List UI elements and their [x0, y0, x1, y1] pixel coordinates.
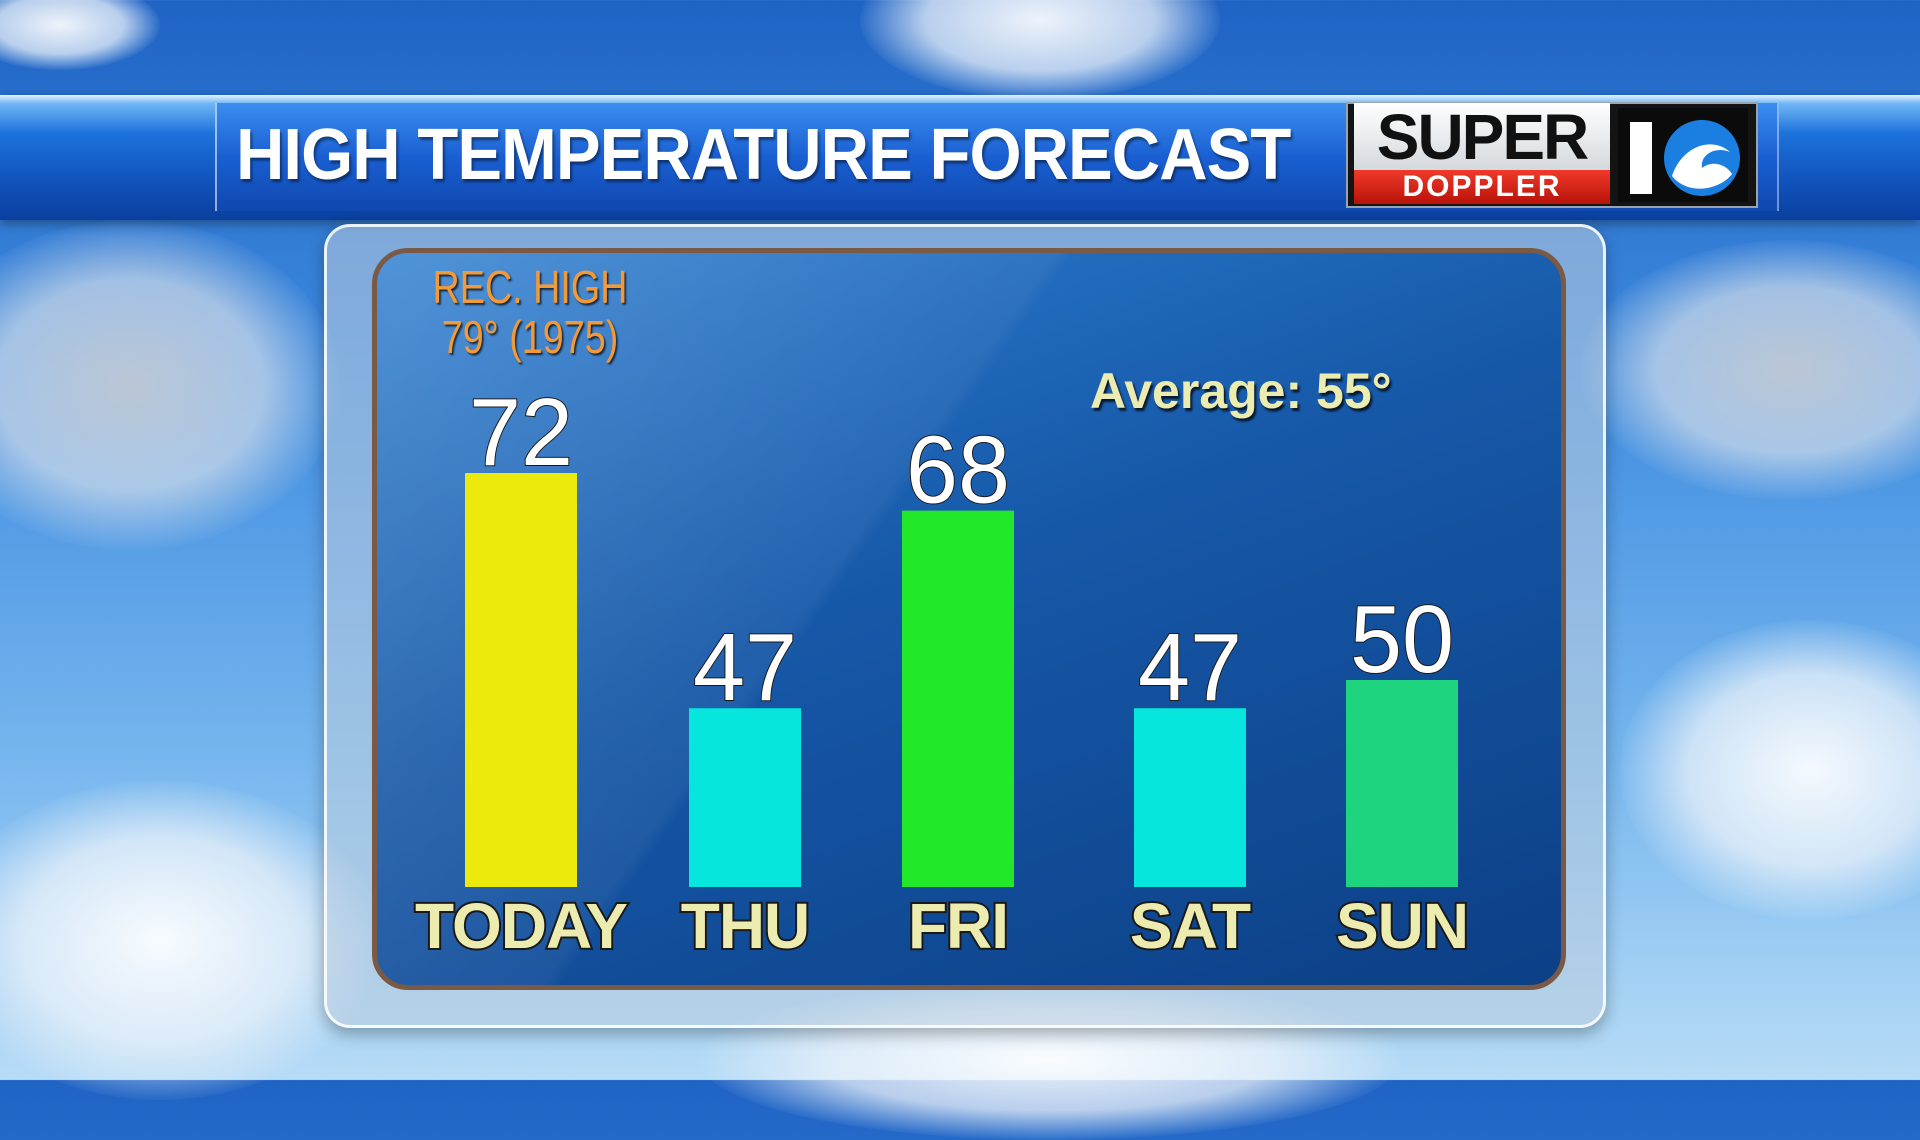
category-label-sat: SAT	[1130, 890, 1251, 962]
category-label-today: TODAY	[415, 890, 627, 962]
bar-sat	[1134, 708, 1246, 887]
value-label-sun: 50	[1350, 586, 1454, 693]
value-label-thu: 47	[693, 614, 797, 721]
category-label-fri: FRI	[908, 890, 1008, 962]
cloud-left	[0, 220, 340, 550]
record-high-label: REC. HIGH	[432, 261, 628, 313]
record-high-value: 79° (1975)	[441, 311, 619, 363]
value-label-sat: 47	[1138, 614, 1242, 721]
logo-doppler-text: DOPPLER	[1354, 170, 1610, 204]
value-label-today: 72	[469, 379, 573, 486]
record-high-annotation: REC. HIGH 79° (1975)	[432, 262, 629, 362]
bar-thu	[689, 708, 801, 887]
cloud-right	[1580, 240, 1920, 500]
bar-chart: 72 TODAY 47 THU 68 FRI 47 SAT 50 SUN	[413, 378, 1471, 964]
logo-ten-icon: 10	[1618, 108, 1748, 202]
category-label-thu: THU	[681, 890, 810, 962]
logo-number: 10	[1700, 175, 1703, 177]
bar-today	[465, 473, 577, 887]
category-label-sun: SUN	[1336, 890, 1468, 962]
cloud-bottom-right	[1620, 620, 1920, 920]
cloud-bottom-left	[0, 780, 380, 1100]
bar-sun	[1346, 680, 1458, 887]
average-annotation: Average: 55°	[1090, 363, 1392, 419]
page-title: HIGH TEMPERATURE FORECAST	[236, 115, 1291, 195]
bar-fri	[902, 510, 1014, 887]
logo-super-text: SUPER	[1354, 103, 1610, 171]
value-label-fri: 68	[906, 417, 1010, 524]
